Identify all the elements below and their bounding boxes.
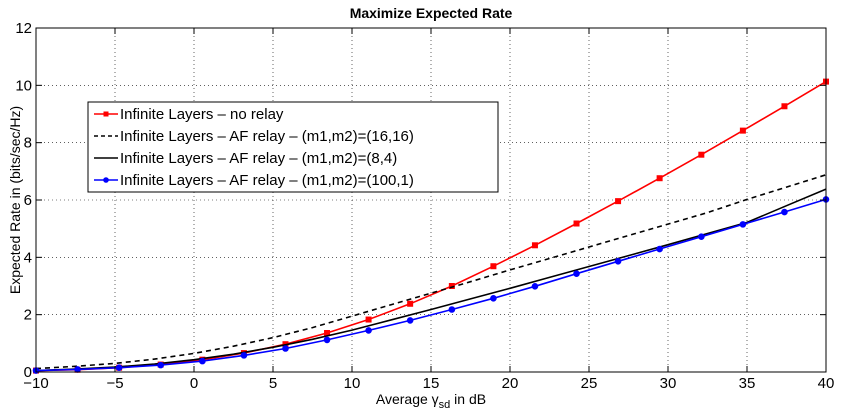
y-tick-label: 2 bbox=[24, 307, 32, 324]
series-line bbox=[35, 188, 827, 372]
data-point bbox=[282, 345, 289, 352]
series-line bbox=[35, 174, 827, 370]
data-point bbox=[573, 270, 580, 277]
data-point bbox=[656, 175, 663, 182]
x-tick-label: 20 bbox=[502, 375, 519, 392]
data-point bbox=[323, 336, 331, 344]
y-tick-label: 12 bbox=[15, 20, 32, 37]
data-point bbox=[406, 317, 414, 324]
axes: −10 −5 0 5 10 15 20 25 30 35 40 0 2 4 6 8 10 12 bbox=[15, 20, 834, 392]
data-point bbox=[615, 198, 622, 205]
data-point bbox=[656, 245, 663, 253]
data-point bbox=[157, 361, 164, 369]
y-tick-label: 4 bbox=[24, 249, 32, 266]
data-point bbox=[614, 258, 622, 265]
data-point bbox=[739, 127, 746, 134]
data-point bbox=[240, 352, 248, 359]
x-tick-label: −5 bbox=[106, 375, 123, 392]
legend-item: Infinite Layers – AF relay – (m1,m2)=(8,… bbox=[94, 150, 397, 167]
legend-marker bbox=[103, 111, 109, 117]
legend-label: Infinite Layers – AF relay – (m1,m2)=(8,… bbox=[120, 150, 397, 167]
data-point bbox=[781, 208, 788, 216]
y-tick-label: 8 bbox=[24, 135, 32, 152]
x-tick-label: 0 bbox=[190, 375, 198, 392]
data-point bbox=[531, 242, 538, 249]
series-line bbox=[35, 198, 827, 372]
y-tick-label: 6 bbox=[24, 192, 32, 209]
data-point bbox=[115, 364, 123, 372]
x-tick-label: −10 bbox=[23, 375, 48, 392]
x-tick-label: 30 bbox=[660, 375, 677, 392]
y-tick-label: 10 bbox=[15, 77, 32, 94]
legend-box bbox=[87, 101, 499, 193]
series-3 bbox=[35, 188, 827, 372]
chart-title: Maximize Expected Rate bbox=[350, 5, 513, 21]
legend-item: Infinite Layers – AF relay – (m1,m2)=(10… bbox=[94, 172, 414, 189]
legend-item: Infinite Layers – AF relay – (m1,m2)=(16… bbox=[94, 128, 414, 145]
x-axis-label: Average γsd in dB bbox=[376, 391, 486, 411]
y-tick-label: 0 bbox=[24, 364, 32, 381]
data-point bbox=[490, 295, 497, 302]
data-point bbox=[199, 357, 206, 365]
data-point bbox=[698, 233, 705, 240]
legend-item: Infinite Layers – no relay bbox=[94, 106, 284, 123]
x-tick-label: 35 bbox=[739, 375, 756, 392]
series-2 bbox=[35, 174, 827, 370]
data-point bbox=[490, 263, 497, 270]
x-tick-label: 25 bbox=[581, 375, 598, 392]
data-point bbox=[698, 151, 705, 158]
legend-label: Infinite Layers – AF relay – (m1,m2)=(16… bbox=[120, 128, 414, 145]
legend-label: Infinite Layers – no relay bbox=[120, 106, 284, 123]
data-point bbox=[365, 327, 372, 334]
legend-marker bbox=[103, 177, 109, 183]
data-point bbox=[407, 300, 414, 307]
data-point bbox=[365, 316, 372, 323]
data-point bbox=[739, 221, 747, 228]
series-4 bbox=[32, 196, 830, 374]
data-point bbox=[74, 366, 81, 373]
legend-label: Infinite Layers – AF relay – (m1,m2)=(10… bbox=[120, 172, 414, 189]
x-tick-label: 40 bbox=[818, 375, 835, 392]
legend: Infinite Layers – no relay Infinite Layer… bbox=[87, 101, 499, 193]
data-point bbox=[531, 282, 539, 290]
x-tick-label: 5 bbox=[269, 375, 277, 392]
y-axis-label: Expected Rate in (bits/sec/Hz) bbox=[7, 106, 23, 294]
data-point bbox=[781, 103, 788, 110]
x-tick-label: 15 bbox=[423, 375, 440, 392]
data-point bbox=[448, 306, 456, 313]
data-point bbox=[573, 220, 580, 227]
x-tick-label: 10 bbox=[344, 375, 361, 392]
